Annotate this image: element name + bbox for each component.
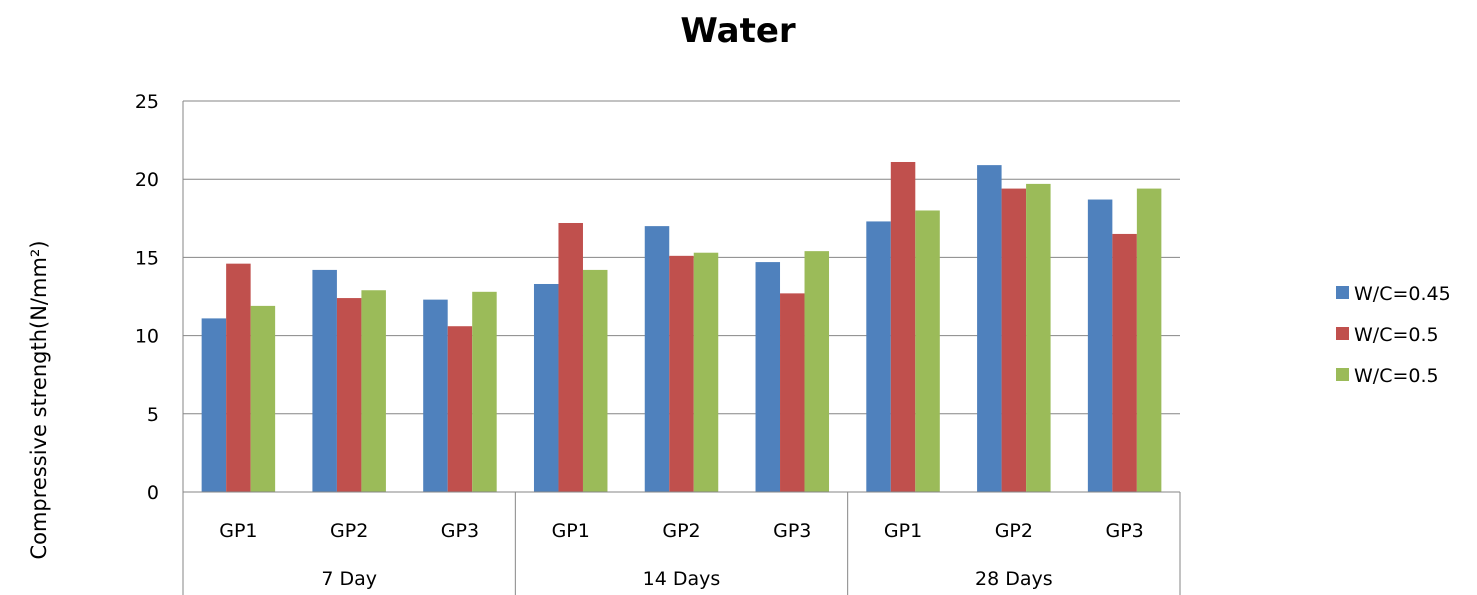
chart-title: Water: [680, 11, 796, 51]
y-axis-title: Compressive strength(N/mm²): [27, 240, 51, 559]
bar-series1-1: [201, 318, 227, 492]
y-tick-label-5: 5: [147, 404, 159, 426]
bar-series3-7: [915, 210, 940, 493]
bar-series3-2: [361, 290, 386, 492]
bar-series3-4: [582, 269, 608, 492]
x-tick-label-5: GP2: [662, 520, 700, 542]
x-group-label-2: 14 Days: [643, 568, 721, 590]
bar-series2-4: [558, 222, 583, 492]
legend-swatch-2: [1336, 327, 1349, 340]
bar-series3-3: [472, 291, 497, 492]
bar-series1-4: [533, 283, 559, 492]
bar-series1-5: [644, 226, 670, 492]
x-tick-label-6: GP3: [773, 520, 811, 542]
x-tick-label-8: GP2: [995, 520, 1033, 542]
x-tick-label-9: GP3: [1105, 520, 1143, 542]
axes: 0 5 10 15 20 25 GP1 GP2 GP3 GP1 GP2 GP3 GP1 GP2 GP3 7 D…: [135, 91, 1181, 595]
bar-series2-8: [1001, 188, 1027, 493]
y-tick-label-25: 25: [135, 91, 159, 113]
bar-series3-1: [250, 305, 276, 492]
x-tick-label-1: GP1: [219, 520, 257, 542]
bar-series2-5: [669, 255, 694, 492]
y-tick-label-15: 15: [135, 247, 159, 269]
x-tick-label-2: GP2: [330, 520, 368, 542]
bar-series1-9: [1087, 199, 1113, 493]
bar-series2-7: [890, 161, 916, 492]
bar-series3-5: [693, 252, 719, 492]
bars: [201, 161, 1162, 493]
x-tick-label-7: GP1: [884, 520, 922, 542]
bar-series2-2: [336, 298, 362, 492]
bar-series2-3: [447, 326, 473, 492]
legend-swatch-3: [1336, 368, 1349, 381]
bar-series2-1: [226, 263, 251, 492]
bar-series1-8: [977, 165, 1002, 492]
x-group-label-3: 28 Days: [975, 568, 1053, 590]
y-tick-label-20: 20: [135, 169, 159, 191]
x-group-label-1: 7 Day: [321, 568, 377, 590]
bar-series2-6: [780, 293, 805, 492]
x-tick-label-3: GP3: [441, 520, 479, 542]
bar-series3-9: [1136, 188, 1162, 493]
x-tick-label-4: GP1: [552, 520, 590, 542]
bar-series1-6: [755, 262, 781, 492]
y-tick-label-10: 10: [135, 326, 159, 348]
legend-label-1: W/C=0.45: [1354, 283, 1451, 305]
bar-series1-3: [423, 299, 448, 492]
bar-series1-2: [312, 269, 337, 492]
bar-series1-7: [866, 221, 891, 493]
legend-label-2: W/C=0.5: [1354, 324, 1439, 346]
bar-series3-6: [804, 251, 830, 492]
bar-series3-8: [1026, 183, 1051, 492]
y-tick-label-0: 0: [147, 482, 159, 504]
legend-swatch-1: [1336, 286, 1349, 299]
bar-series2-9: [1112, 233, 1137, 492]
legend-label-3: W/C=0.5: [1354, 365, 1439, 387]
legend: W/C=0.45 W/C=0.5 W/C=0.5: [1336, 283, 1451, 387]
